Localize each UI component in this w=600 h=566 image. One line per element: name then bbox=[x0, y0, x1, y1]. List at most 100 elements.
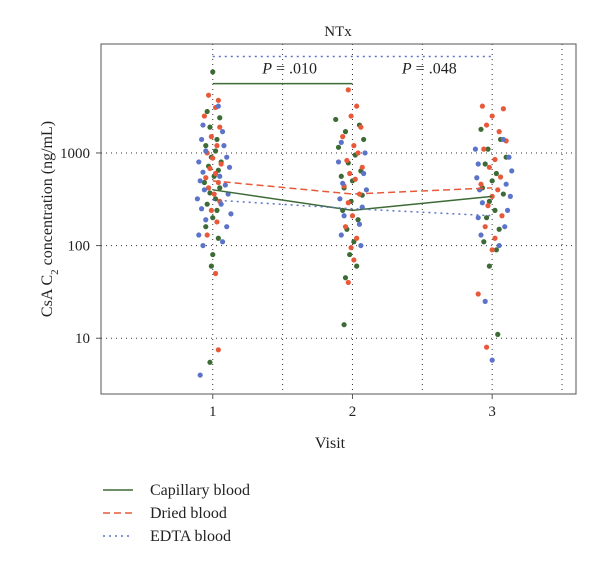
data-point bbox=[486, 164, 492, 170]
data-point bbox=[483, 122, 490, 128]
data-point bbox=[224, 224, 230, 230]
plot-frame bbox=[100, 43, 577, 395]
data-point bbox=[211, 191, 217, 197]
chart-title: NTx bbox=[324, 24, 352, 40]
data-point bbox=[214, 207, 220, 213]
data-point bbox=[359, 204, 365, 210]
data-point bbox=[495, 187, 501, 193]
p-value-annotation: P = .010 bbox=[261, 61, 317, 78]
data-point bbox=[338, 173, 344, 179]
data-point bbox=[483, 344, 490, 350]
data-point bbox=[489, 178, 495, 184]
p-value-annotation: P = .048 bbox=[401, 61, 457, 78]
data-point bbox=[362, 150, 368, 156]
data-point bbox=[479, 103, 485, 109]
data-point bbox=[493, 170, 499, 177]
data-point bbox=[500, 106, 506, 112]
data-point bbox=[489, 113, 495, 119]
data-point bbox=[495, 331, 501, 337]
data-point bbox=[201, 179, 207, 186]
data-point bbox=[478, 126, 484, 132]
data-point bbox=[482, 161, 488, 167]
data-point bbox=[478, 232, 484, 238]
data-point bbox=[204, 232, 210, 238]
data-point bbox=[482, 224, 488, 230]
data-point bbox=[483, 215, 490, 221]
data-point bbox=[217, 185, 223, 191]
data-point bbox=[342, 275, 349, 281]
data-point bbox=[212, 148, 219, 154]
data-point bbox=[197, 372, 203, 378]
data-point bbox=[354, 235, 360, 241]
data-point bbox=[208, 263, 214, 269]
x-axis-label: Visit bbox=[315, 435, 346, 452]
data-point bbox=[205, 92, 212, 98]
data-point bbox=[485, 203, 491, 209]
data-point bbox=[496, 242, 502, 249]
y-tick-label: 10 bbox=[75, 331, 90, 347]
data-point bbox=[342, 129, 349, 135]
data-point bbox=[218, 161, 224, 167]
data-point bbox=[361, 136, 367, 143]
x-tick-label: 1 bbox=[209, 404, 217, 420]
data-point bbox=[215, 347, 221, 353]
data-point bbox=[214, 143, 220, 149]
data-point bbox=[204, 108, 210, 115]
data-point bbox=[358, 124, 364, 130]
data-point bbox=[212, 270, 219, 277]
data-point bbox=[221, 143, 227, 149]
data-point bbox=[489, 193, 495, 199]
p-value-text: = .048 bbox=[412, 61, 457, 78]
data-point bbox=[204, 201, 210, 207]
data-point bbox=[219, 129, 226, 135]
data-point bbox=[200, 169, 206, 175]
x-tick-label: 3 bbox=[488, 404, 496, 420]
data-point bbox=[217, 124, 223, 130]
data-point bbox=[217, 115, 223, 121]
data-point bbox=[210, 251, 216, 258]
data-point bbox=[478, 181, 484, 187]
data-point bbox=[215, 235, 221, 241]
data-point bbox=[214, 219, 220, 225]
legend-label: Dried blood bbox=[150, 505, 227, 522]
data-point bbox=[503, 181, 509, 187]
data-point bbox=[356, 221, 363, 227]
data-point bbox=[335, 144, 342, 150]
grid-lines bbox=[101, 44, 576, 394]
data-point bbox=[205, 185, 212, 191]
data-point bbox=[479, 200, 485, 206]
data-point bbox=[208, 207, 214, 213]
data-point bbox=[475, 215, 481, 221]
data-point bbox=[354, 103, 360, 109]
data-point bbox=[222, 182, 228, 188]
data-point bbox=[341, 213, 347, 219]
data-point bbox=[201, 113, 207, 119]
data-point bbox=[218, 201, 224, 207]
data-point bbox=[201, 187, 207, 193]
data-point bbox=[342, 224, 349, 230]
data-point bbox=[496, 129, 502, 135]
data-point bbox=[345, 87, 351, 93]
data-point bbox=[200, 242, 206, 249]
data-point bbox=[345, 279, 351, 286]
y-tick-label: 100 bbox=[68, 239, 91, 255]
data-point bbox=[486, 263, 492, 269]
data-point bbox=[496, 226, 502, 232]
data-point bbox=[215, 97, 221, 103]
data-point bbox=[224, 154, 230, 160]
data-point bbox=[333, 116, 339, 123]
data-point bbox=[338, 232, 344, 238]
data-point bbox=[475, 161, 481, 167]
data-point bbox=[492, 235, 498, 241]
data-point bbox=[347, 251, 353, 258]
data-point bbox=[347, 170, 353, 177]
series-line bbox=[212, 189, 493, 212]
data-point bbox=[355, 217, 361, 223]
data-point bbox=[210, 155, 216, 161]
data-point bbox=[210, 215, 216, 221]
data-point bbox=[203, 217, 209, 223]
y-axis-label-rest: concentration (ng/mL) bbox=[39, 121, 56, 269]
data-point bbox=[351, 239, 357, 245]
data-point bbox=[196, 159, 202, 165]
p-value-text: = .010 bbox=[272, 61, 317, 78]
